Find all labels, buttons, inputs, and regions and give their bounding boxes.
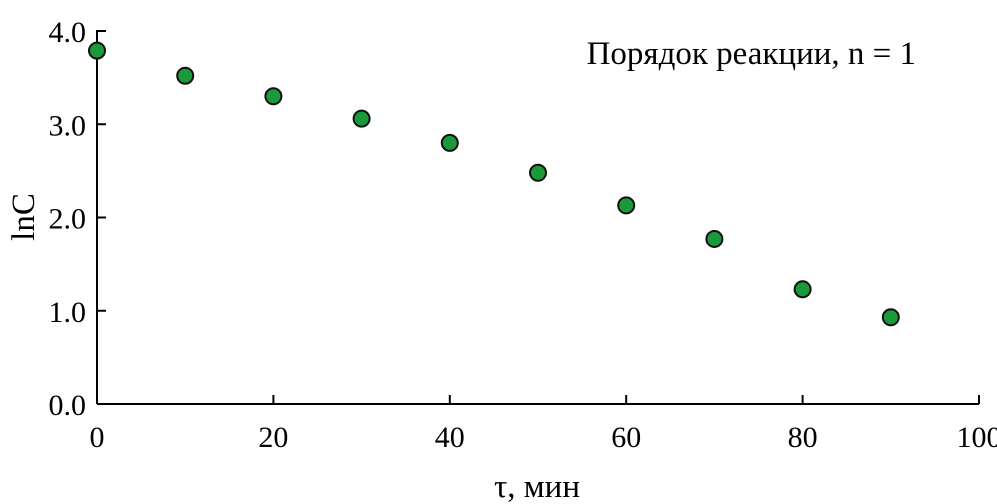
- x-tick-label: 60: [611, 421, 641, 454]
- data-point: [264, 87, 283, 106]
- x-tick-label: 100: [957, 421, 997, 454]
- y-tick-label: 2.0: [49, 203, 87, 236]
- data-point: [352, 109, 371, 128]
- data-point: [529, 163, 547, 182]
- chart-annotation: Порядок реакции, n = 1: [587, 36, 916, 72]
- ticks: 0 20 40 60 80 100 0.0 1.0 2.0 3.0 4.0: [49, 16, 997, 454]
- data-point: [617, 196, 636, 215]
- y-axis-label: lnC: [6, 193, 42, 241]
- y-tick-label: 1.0: [49, 296, 87, 329]
- x-axis-label: τ, мин: [494, 469, 580, 504]
- data-point: [705, 229, 724, 248]
- x-tick-label: 80: [788, 421, 818, 454]
- data-point: [88, 41, 106, 60]
- axes: [96, 30, 979, 405]
- x-tick-label: 20: [258, 421, 288, 454]
- data-point: [793, 280, 812, 299]
- y-tick-label: 4.0: [49, 16, 87, 49]
- data-point: [176, 66, 195, 85]
- x-tick-label: 40: [435, 421, 465, 454]
- data-point: [440, 133, 459, 152]
- data-point: [881, 308, 900, 327]
- y-tick-label: 0.0: [49, 389, 87, 422]
- x-tick-label: 0: [90, 421, 105, 454]
- data-points: [88, 41, 900, 327]
- y-tick-label: 3.0: [49, 109, 87, 142]
